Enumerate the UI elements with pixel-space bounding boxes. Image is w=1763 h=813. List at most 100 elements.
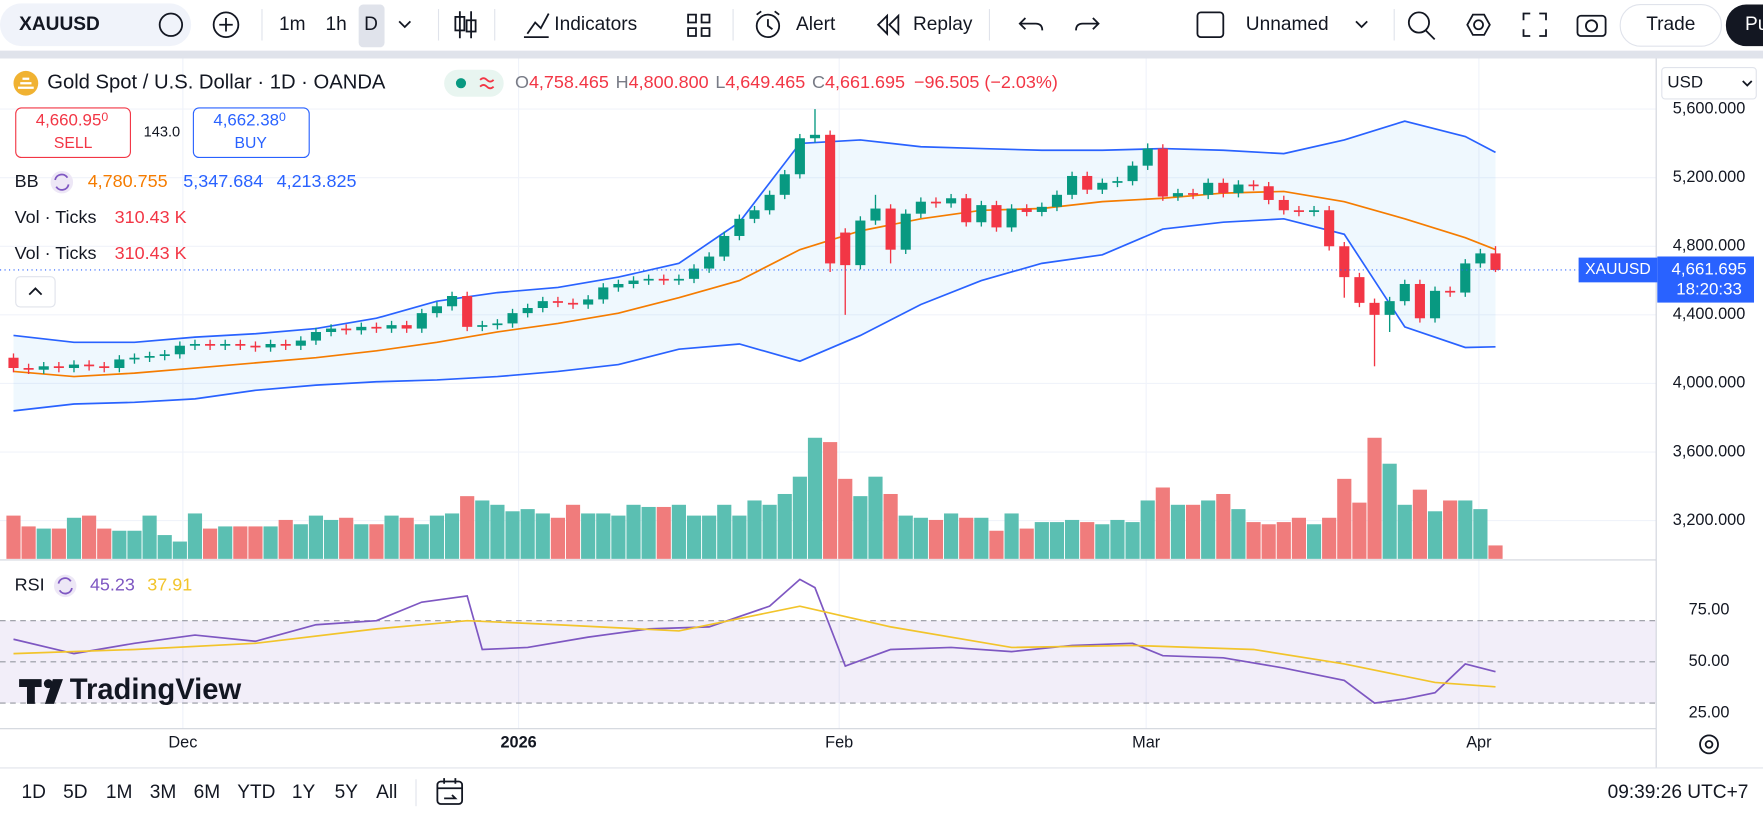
- compare-button[interactable]: [212, 11, 240, 39]
- volume-bar: [354, 524, 369, 559]
- candle-body: [1021, 208, 1032, 212]
- chart-type-icon[interactable]: [458, 11, 473, 39]
- symbol-tag-label: XAUUSD: [1585, 261, 1651, 278]
- volume-bar: [1216, 493, 1231, 559]
- volume-bar: [157, 535, 172, 559]
- publish-button[interactable]: [1725, 4, 1763, 47]
- candle-body: [280, 344, 291, 346]
- range-button[interactable]: 1Y: [292, 782, 316, 803]
- volume-bar: [1110, 519, 1125, 559]
- watermark-logo: [44, 679, 63, 704]
- collapse-legend[interactable]: [15, 276, 56, 308]
- volume-bar: [1049, 522, 1065, 559]
- volume-bar: [581, 513, 596, 559]
- clock[interactable]: 09:39:26 UTC+7: [1608, 782, 1749, 803]
- layout-menu[interactable]: [1355, 20, 1368, 29]
- volume-bar: [233, 526, 248, 559]
- ohlc-value: 4,758.465: [529, 72, 609, 92]
- volume-bar: [1443, 500, 1458, 559]
- date-range-button[interactable]: [436, 780, 464, 805]
- layout-icon[interactable]: [1196, 11, 1225, 39]
- candle-body: [1097, 182, 1108, 190]
- candle-body: [189, 344, 201, 346]
- candle-body: [1218, 182, 1229, 194]
- settings-button[interactable]: [1466, 13, 1491, 36]
- market-open-dot: [455, 78, 467, 89]
- candle-body: [1324, 210, 1335, 247]
- range-button[interactable]: All: [376, 782, 397, 803]
- quick-search[interactable]: [1407, 11, 1430, 34]
- market-status[interactable]: [444, 69, 504, 97]
- watermark-logo: [43, 679, 53, 689]
- indicator-icon: [57, 577, 73, 595]
- candle-body: [855, 220, 866, 266]
- fullscreen-button[interactable]: [1522, 12, 1547, 37]
- indicators-button[interactable]: Indicators: [554, 14, 637, 35]
- candle-body: [1142, 148, 1153, 166]
- range-button[interactable]: 5D: [63, 782, 87, 803]
- candle-body: [8, 357, 19, 369]
- candle-body: [1051, 194, 1063, 207]
- volume-bar: [853, 496, 868, 559]
- volume-bar: [520, 509, 535, 559]
- range-button[interactable]: 5Y: [335, 782, 359, 803]
- bb-name: BB: [15, 171, 39, 191]
- volume-bar: [1367, 437, 1382, 559]
- range-button[interactable]: YTD: [237, 782, 275, 803]
- volume-bar: [807, 437, 823, 559]
- toolbar-divider: [0, 50, 1763, 59]
- range-button[interactable]: 6M: [194, 782, 221, 803]
- interval-button[interactable]: D: [364, 14, 378, 35]
- symbol-search[interactable]: [0, 3, 192, 47]
- interval-menu[interactable]: [398, 20, 412, 29]
- candle-body: [1460, 263, 1471, 293]
- symbol-icon[interactable]: [158, 12, 184, 37]
- volume-bar: [1064, 519, 1080, 559]
- indicators-icon[interactable]: [523, 13, 550, 39]
- alert-icon[interactable]: [755, 13, 781, 39]
- y-tick-label: 5,200.000: [1673, 168, 1746, 186]
- candle-body: [809, 134, 821, 139]
- volume-bar: [823, 442, 838, 559]
- buy-price: 4,662.380: [213, 110, 286, 130]
- redo-button[interactable]: [1075, 17, 1100, 31]
- range-button[interactable]: 3M: [150, 782, 177, 803]
- ohlc-values: O4,758.465 H4,800.800 L4,649.465 C4,661.695…: [515, 72, 1058, 92]
- volume-bar: [944, 513, 959, 559]
- publish-label: Pu: [1745, 14, 1763, 35]
- snapshot-button[interactable]: [1576, 14, 1607, 37]
- volume-bar: [1004, 513, 1019, 559]
- alert-button[interactable]: Alert: [796, 14, 836, 35]
- x-tick-label: 2026: [500, 734, 536, 752]
- buy-price: 4,662.38: [213, 111, 279, 130]
- axis-settings[interactable]: [1699, 734, 1719, 755]
- interval-button[interactable]: 1m: [279, 14, 306, 35]
- layout-name[interactable]: Unnamed: [1246, 14, 1329, 35]
- last-price-tag: [1657, 256, 1755, 303]
- volume-bar: [1382, 463, 1397, 559]
- candle-body: [1384, 301, 1395, 315]
- undo-button[interactable]: [1018, 17, 1044, 31]
- rsi-name: RSI: [15, 575, 45, 595]
- replay-button[interactable]: Replay: [913, 14, 973, 35]
- replay-icon[interactable]: [876, 13, 900, 36]
- range-button[interactable]: 1D: [22, 782, 46, 803]
- volume-bar: [838, 478, 853, 559]
- volume-bar: [1412, 489, 1427, 559]
- sell-pip: 0: [101, 110, 108, 124]
- sell-price: 4,660.950: [36, 110, 109, 130]
- volume-bar: [112, 530, 127, 559]
- volume-bar: [1352, 502, 1367, 559]
- candle-body: [1278, 199, 1289, 211]
- range-button[interactable]: 1M: [106, 782, 133, 803]
- bb-line: [13, 217, 1496, 412]
- volume-bar: [656, 506, 671, 559]
- currency-select[interactable]: [1661, 66, 1757, 100]
- buy-button[interactable]: [192, 107, 310, 159]
- bb-basis: 4,780.755: [88, 171, 168, 191]
- templates-icon[interactable]: [687, 13, 711, 37]
- trade-button[interactable]: [1619, 3, 1722, 47]
- sell-button[interactable]: [15, 107, 131, 159]
- volume-bar: [1080, 522, 1095, 559]
- interval-button[interactable]: 1h: [326, 14, 347, 35]
